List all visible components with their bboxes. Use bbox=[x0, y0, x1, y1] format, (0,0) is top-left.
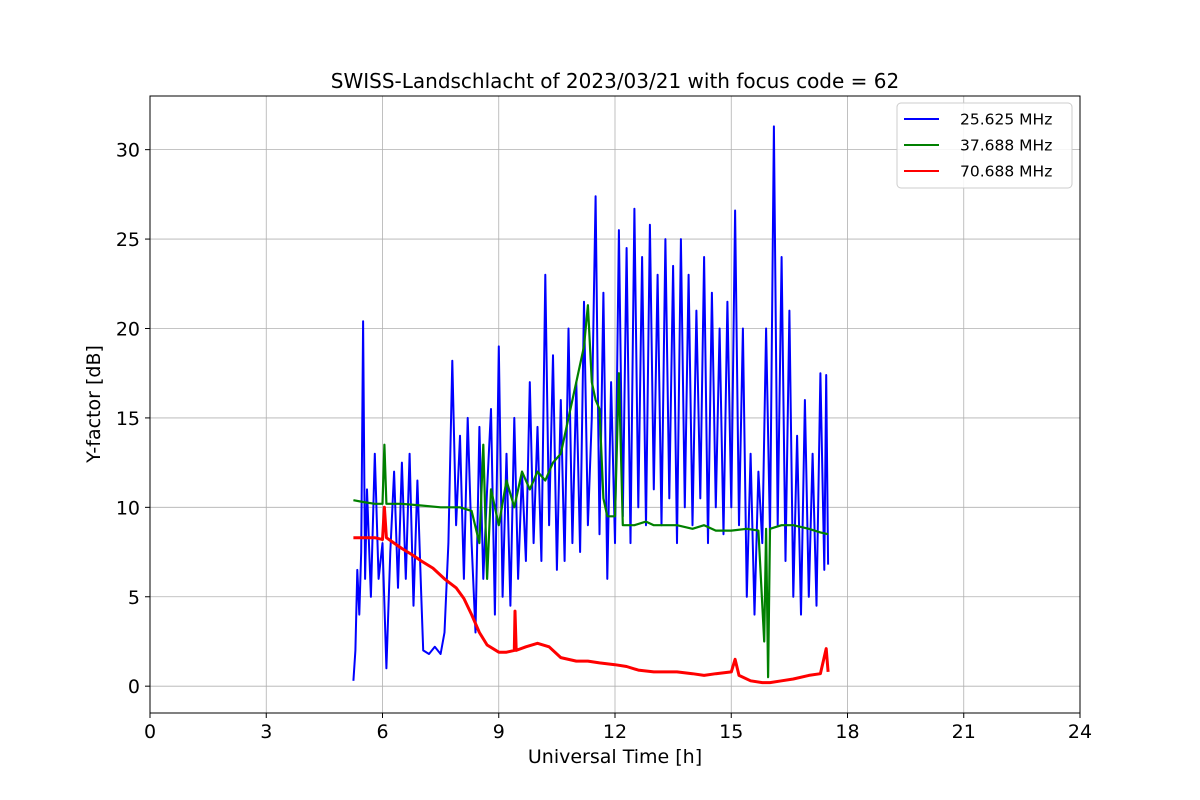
x-axis-label: Universal Time [h] bbox=[528, 746, 702, 768]
legend-label: 70.688 MHz bbox=[960, 163, 1052, 181]
legend-box bbox=[896, 102, 1073, 189]
x-tick-label: 6 bbox=[376, 721, 388, 743]
series-line-1 bbox=[352, 125, 830, 681]
x-tick-label: 18 bbox=[835, 721, 859, 743]
x-tick-label: 21 bbox=[952, 721, 976, 743]
y-tick-label: 30 bbox=[116, 140, 140, 162]
series-line-2 bbox=[353, 304, 829, 679]
y-tick-label: 5 bbox=[128, 587, 140, 609]
x-tick-label: 12 bbox=[603, 721, 627, 743]
legend-label: 25.625 MHz bbox=[960, 111, 1052, 129]
x-tick-label: 24 bbox=[1068, 721, 1092, 743]
y-tick-label: 0 bbox=[128, 676, 140, 698]
y-tick-label: 20 bbox=[116, 318, 140, 340]
y-tick-label: 15 bbox=[116, 408, 140, 430]
series-line-3 bbox=[353, 505, 830, 685]
x-tick-label: 0 bbox=[144, 721, 156, 743]
y-tick-label: 10 bbox=[116, 497, 140, 519]
plot-area bbox=[352, 125, 830, 685]
legend: 25.625 MHz 37.688 MHz 70.688 MHz bbox=[896, 102, 1073, 189]
x-tick-label: 9 bbox=[493, 721, 505, 743]
legend-label: 37.688 MHz bbox=[960, 137, 1052, 155]
x-tick-label: 3 bbox=[260, 721, 272, 743]
y-axis-label: Y-factor [dB] bbox=[83, 345, 105, 464]
x-tick-label: 15 bbox=[719, 721, 743, 743]
y-tick-label: 25 bbox=[116, 229, 140, 251]
chart-title: SWISS-Landschlacht of 2023/03/21 with fo… bbox=[331, 69, 899, 93]
axis-ticks: 0 3 6 9 12 15 18 21 24 0 5 10 15 20 25 30 bbox=[116, 140, 1092, 743]
